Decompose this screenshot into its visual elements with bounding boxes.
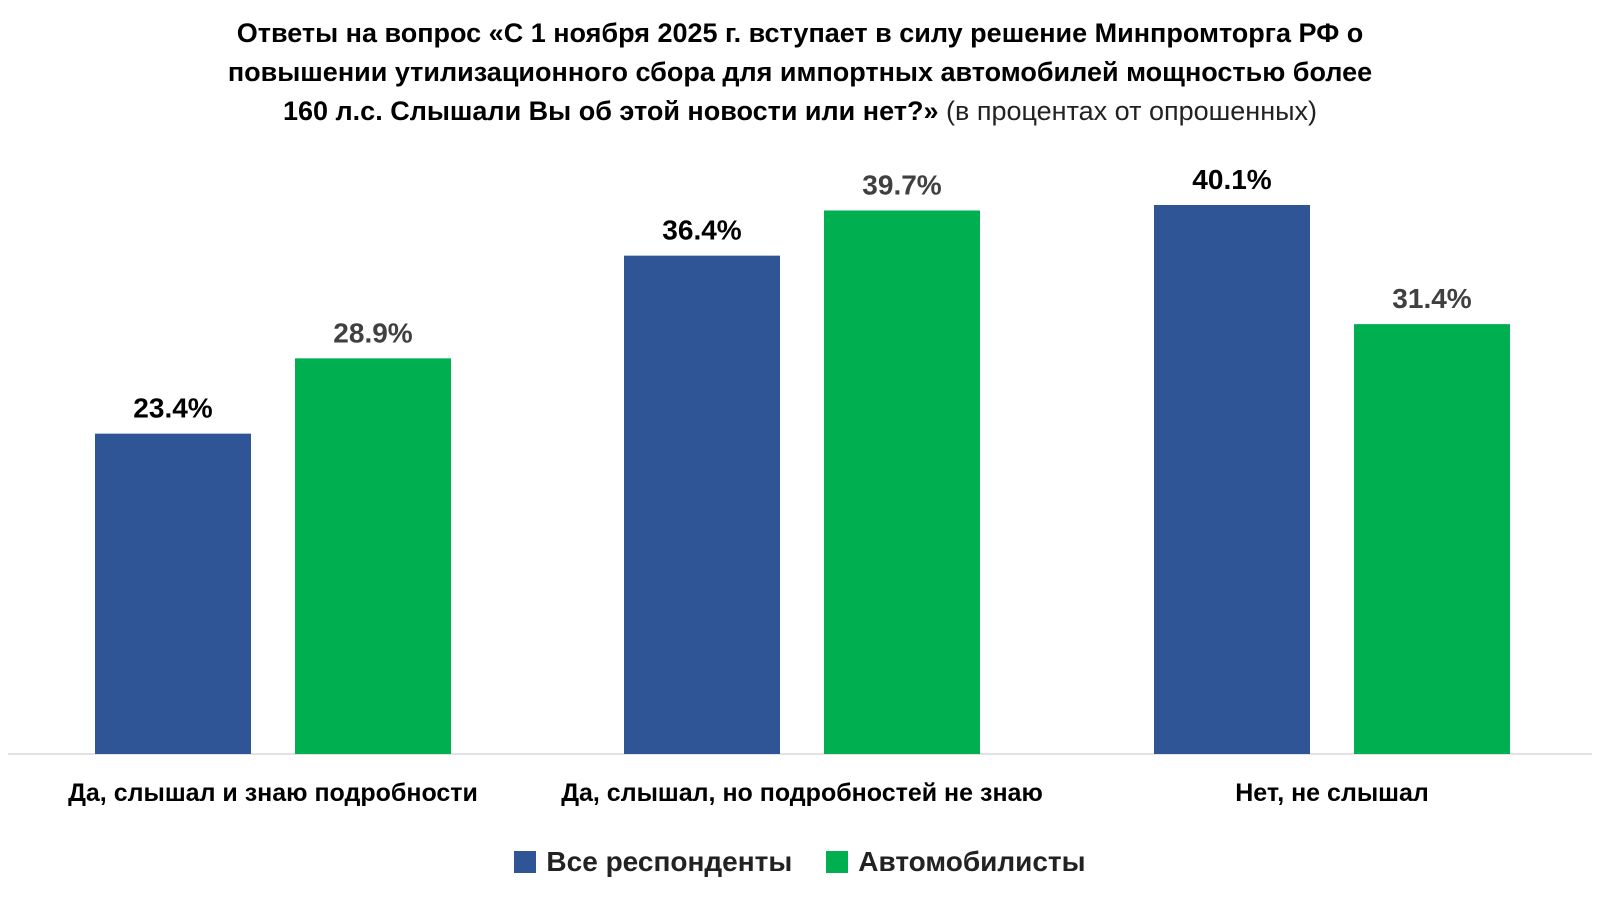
chart-title-line-1: Ответы на вопрос «С 1 ноября 2025 г. вст…	[236, 18, 1364, 48]
labels-layer: 23.4% 28.9% 36.4% 39.7% 40.1% 31.4%	[133, 164, 1471, 424]
bar-all-respondents-3	[1154, 205, 1310, 754]
chart-title: Ответы на вопрос «С 1 ноября 2025 г. вст…	[0, 14, 1600, 131]
data-label-all-respondents-3: 40.1%	[1192, 164, 1271, 195]
legend-swatch-motorists	[826, 851, 849, 873]
chart-subtitle: (в процентах от опрошенных)	[946, 96, 1318, 126]
chart-title-line-3: 160 л.с. Слышали Вы об этой новости или …	[0, 92, 1600, 131]
x-tick-label-2: Да, слышал, но подробностей не знаю	[561, 779, 1043, 807]
data-label-motorists-1: 28.9%	[333, 317, 412, 348]
data-label-motorists-2: 39.7%	[862, 169, 941, 200]
bars-layer	[95, 205, 1510, 754]
x-tick-labels: Да, слышал и знаю подробности Да, слышал,…	[68, 779, 1429, 807]
legend-item-motorists: Автомобилисты	[826, 846, 1086, 878]
legend: Все респонденты Автомобилисты	[0, 846, 1600, 878]
chart-title-line-2: повышении утилизационного сбора для импо…	[227, 57, 1373, 87]
bar-motorists-1	[295, 358, 451, 754]
data-label-all-respondents-2: 36.4%	[662, 215, 741, 246]
x-tick-label-3: Нет, не слышал	[1235, 779, 1429, 807]
bar-all-respondents-1	[95, 433, 251, 754]
legend-label-motorists: Автомобилисты	[858, 846, 1086, 877]
bar-motorists-3	[1354, 324, 1510, 754]
x-tick-label-1: Да, слышал и знаю подробности	[68, 779, 478, 807]
data-label-all-respondents-1: 23.4%	[133, 393, 212, 424]
data-label-motorists-3: 31.4%	[1392, 283, 1471, 314]
bar-all-respondents-2	[624, 255, 780, 754]
legend-swatch-all-respondents	[514, 851, 537, 873]
legend-item-all-respondents: Все респонденты	[514, 846, 792, 878]
legend-label-all-respondents: Все респонденты	[546, 846, 793, 877]
chart-title-line-3-bold: 160 л.с. Слышали Вы об этой новости или …	[282, 96, 939, 126]
bar-motorists-2	[824, 210, 980, 754]
